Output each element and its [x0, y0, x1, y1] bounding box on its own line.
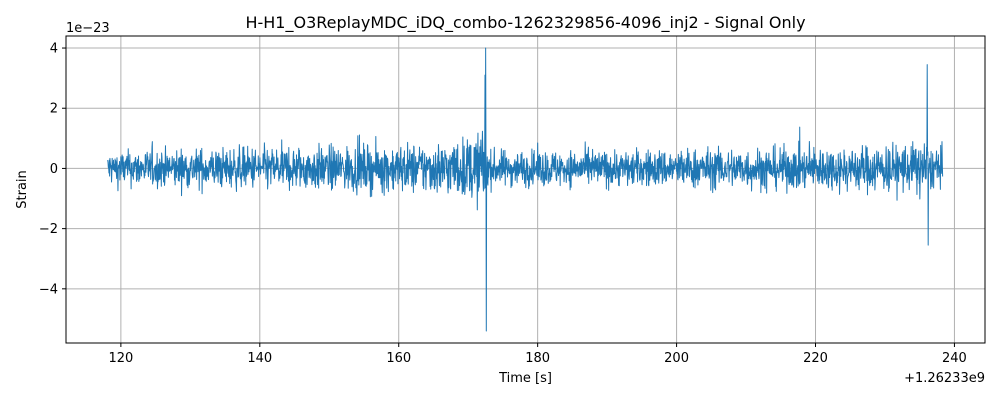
y-tick-label: −4 — [39, 282, 58, 297]
x-tick-label: 160 — [386, 351, 411, 366]
x-tick-label: 200 — [664, 351, 689, 366]
x-axis-ticks: 120 140 160 180 200 220 240 — [108, 343, 967, 366]
y-axis-ticks: −4 −2 0 2 4 — [39, 42, 66, 297]
y-axis-scale-label: 1e−23 — [66, 21, 110, 36]
x-tick-label: 180 — [525, 351, 550, 366]
y-tick-label: 2 — [50, 102, 58, 117]
x-axis-offset-label: +1.26233e9 — [904, 371, 985, 386]
y-tick-label: 0 — [50, 162, 58, 177]
grid-lines — [66, 36, 985, 343]
x-tick-label: 140 — [247, 351, 272, 366]
signal-line — [107, 47, 944, 332]
x-tick-label: 120 — [108, 351, 133, 366]
x-tick-label: 240 — [942, 351, 967, 366]
y-axis-label: Strain — [15, 170, 30, 209]
x-axis-label: Time [s] — [498, 371, 552, 386]
y-tick-label: −2 — [39, 222, 58, 237]
series-group — [107, 47, 944, 332]
plot-frame — [65, 35, 986, 344]
chart-title: H-H1_O3ReplayMDC_iDQ_combo-1262329856-40… — [245, 13, 805, 33]
y-tick-label: 4 — [50, 42, 58, 57]
x-tick-label: 220 — [803, 351, 828, 366]
